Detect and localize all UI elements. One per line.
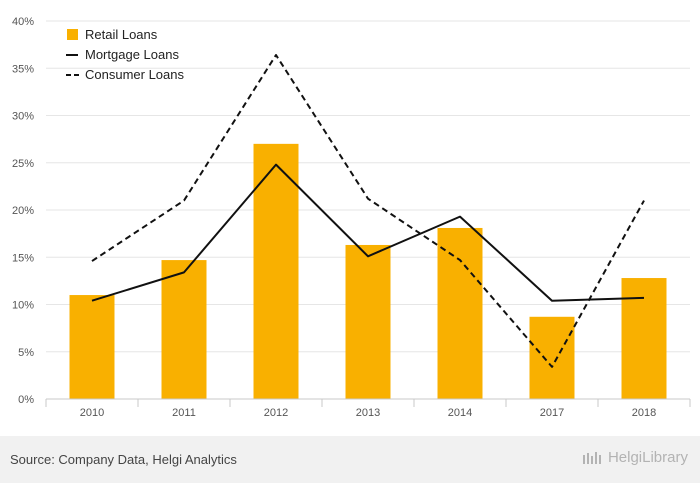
x-tick-label-2018: 2018 <box>632 407 656 419</box>
bar-retail-loans-2013 <box>345 244 391 399</box>
x-tick-label-2012: 2012 <box>264 407 288 419</box>
bar-retail-loans-2014 <box>437 227 483 399</box>
bar-retail-loans-2018 <box>621 278 667 399</box>
legend-label-retail-loans: Retail Loans <box>85 27 158 42</box>
x-axis: 2010 2011 2012 2013 2014 2017 2018 <box>45 398 691 419</box>
x-tick-label-2010: 2010 <box>80 407 104 419</box>
line-mortgage-loans <box>91 163 645 302</box>
y-tick-label: 30% <box>12 111 34 123</box>
legend-swatch-retail-loans <box>67 29 78 40</box>
y-tick-label: 20% <box>12 205 34 217</box>
x-tick-label-2013: 2013 <box>356 407 380 419</box>
x-tick-label-2014: 2014 <box>448 407 472 419</box>
line-consumer-loans <box>91 54 645 368</box>
y-tick-label: 40% <box>12 16 34 28</box>
bar-retail-loans-2012 <box>253 143 299 399</box>
loan-lines <box>91 54 645 368</box>
y-tick-label: 0% <box>18 394 34 406</box>
legend: Retail Loans Mortgage Loans Consumer Loa… <box>66 27 184 82</box>
legend-label-mortgage-loans: Mortgage Loans <box>85 47 179 62</box>
legend-label-consumer-loans: Consumer Loans <box>85 67 184 82</box>
chart: 0%5%10%15%20%25%30%35%40% 2010 2011 2012 20… <box>12 16 691 419</box>
bar-retail-loans-2011 <box>161 260 207 399</box>
brand-logo: HelgiLibrary <box>582 449 688 466</box>
x-tick-label-2017: 2017 <box>540 407 564 419</box>
x-tick-label-2011: 2011 <box>172 407 196 419</box>
y-tick-label: 35% <box>12 63 34 75</box>
bar-retail-loans-2010 <box>69 295 115 399</box>
library-icon <box>582 451 601 464</box>
brand-name: HelgiLibrary <box>607 449 688 466</box>
footer: Source: Company Data, Helgi Analytics He… <box>0 436 700 483</box>
retail-loans-bars <box>69 143 667 399</box>
source-note: Source: Company Data, Helgi Analytics <box>10 452 237 467</box>
y-tick-label: 5% <box>18 347 34 359</box>
y-tick-label: 10% <box>12 300 34 312</box>
bar-retail-loans-2017 <box>529 316 575 399</box>
y-tick-label: 25% <box>12 158 34 170</box>
y-axis: 0% 5% 10% 15% 20% 25% 30% 35% 40% <box>12 16 34 406</box>
y-tick-label: 15% <box>12 252 34 264</box>
